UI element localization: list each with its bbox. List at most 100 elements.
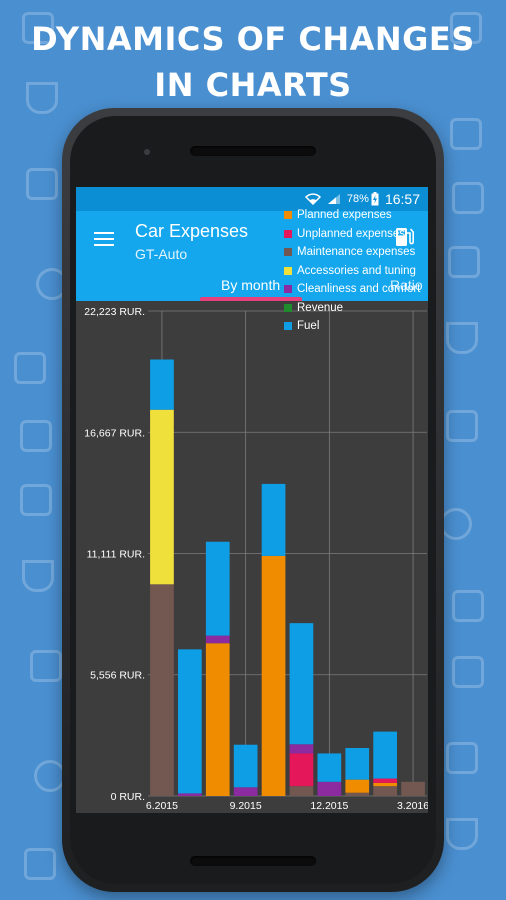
filter-icon (14, 352, 46, 384)
bar-segment (150, 409, 174, 585)
filter-icon (450, 118, 482, 150)
front-camera (144, 149, 150, 155)
canister-icon (26, 168, 58, 200)
bar-segment (289, 753, 314, 787)
signal-icon (327, 193, 341, 205)
truck-icon (446, 742, 478, 774)
legend-swatch (284, 211, 292, 220)
tab-bar: By month Ratio (76, 269, 428, 301)
bar-segment (205, 635, 230, 644)
bar-segment (261, 483, 286, 556)
y-tick-label: 11,111 RUR. (87, 549, 145, 561)
bar-segment (233, 744, 258, 788)
tab-ratio[interactable]: Ratio (390, 277, 423, 293)
bar-segment (373, 782, 398, 787)
gas-station-icon (20, 420, 52, 452)
legend-label: Maintenance expenses (297, 246, 416, 259)
battery-percent: 78% (346, 193, 369, 205)
bar-segment (345, 792, 370, 796)
legend-label: Revenue (297, 301, 344, 314)
x-tick-label: 3.2016 (397, 800, 428, 812)
app-subtitle: GT-Auto (135, 246, 188, 262)
legend-swatch (284, 248, 292, 257)
wifi-icon (304, 193, 321, 205)
bar-segment (289, 744, 314, 754)
promo-headline: DYNAMICS OF CHANGES IN CHARTS (0, 16, 506, 108)
y-tick-label: 16,667 RUR. (84, 427, 145, 439)
bar-segment (150, 584, 174, 796)
funnel-icon (446, 818, 478, 850)
bar-segment (373, 786, 398, 796)
y-tick-label: 5,556 RUR. (90, 670, 145, 682)
filter-icon (24, 848, 56, 880)
app-bar: Car Expenses GT-Auto By month Ratio (76, 211, 428, 301)
legend-label: Fuel (297, 320, 320, 333)
legend-swatch (284, 229, 292, 238)
funnel-icon (446, 322, 478, 354)
truck-icon (448, 246, 480, 278)
legend-item: Cleanliness and comfort (284, 280, 420, 299)
gas-station-icon (452, 182, 484, 214)
y-tick-label: 22,223 RUR. (84, 306, 145, 318)
x-tick-label: 9.2015 (230, 800, 262, 812)
car-icon (450, 12, 482, 44)
app-title: Car Expenses (135, 221, 249, 241)
legend-label: Planned expenses (297, 209, 392, 222)
bar-segment (289, 786, 314, 796)
status-bar: 78% 16:57 (76, 187, 428, 211)
bar-segment (345, 747, 370, 780)
funnel-icon (22, 560, 54, 592)
x-tick-label: 12.2015 (310, 800, 348, 812)
bar-segment (317, 781, 342, 796)
bar-segment (289, 623, 314, 745)
legend-item: Accessories and tuning (284, 262, 420, 281)
bottom-speaker (190, 856, 316, 866)
legend-swatch (284, 322, 292, 331)
legend-swatch (284, 266, 292, 275)
bar-segment (205, 643, 230, 796)
legend-item: Unplanned expenses (284, 225, 420, 244)
legend-label: Unplanned expenses (297, 227, 406, 240)
car-icon (22, 12, 54, 44)
bar-segment (205, 541, 230, 636)
hamburger-menu-icon[interactable] (94, 232, 114, 246)
legend-label: Cleanliness and comfort (297, 283, 421, 296)
active-tab-indicator (200, 297, 302, 301)
legend-item: Maintenance expenses (284, 243, 420, 262)
tab-by-month[interactable]: By month (221, 277, 281, 293)
monthly-expenses-chart: 0 RUR. 5,556 RUR. 11,111 RUR. 16,667 RUR. 22… (84, 306, 428, 812)
bar-segment (373, 731, 398, 779)
canister-icon (446, 410, 478, 442)
legend-swatch (284, 303, 292, 312)
bar-segment (150, 359, 174, 410)
funnel-icon (26, 82, 58, 114)
bar-segment (233, 787, 258, 796)
filter-icon (452, 590, 484, 622)
chart-legend: Planned expenses Unplanned expenses Mainte… (284, 206, 420, 336)
legend-item: Revenue (284, 299, 420, 318)
bar-segment (317, 753, 342, 782)
y-tick-label: 0 RUR. (111, 791, 145, 803)
canister-icon (30, 650, 62, 682)
gas-station-icon (452, 656, 484, 688)
bar-segment (177, 649, 202, 794)
bar-segment (373, 778, 398, 783)
legend-item: Fuel (284, 317, 420, 336)
bar-segment (345, 779, 370, 793)
legend-label: Accessories and tuning (297, 264, 416, 277)
clock: 16:57 (384, 191, 420, 207)
gear-icon (440, 508, 472, 540)
headline-line-2: IN CHARTS (154, 66, 352, 104)
truck-icon (20, 484, 52, 516)
phone-screen: 78% 16:57 Car Expenses GT-Auto By month … (76, 187, 428, 813)
bar-segment (177, 793, 202, 796)
battery-charging-icon (371, 192, 379, 206)
legend-item: Planned expenses (284, 206, 420, 225)
fuel-pump-icon[interactable] (394, 225, 416, 249)
bar-segment (401, 781, 425, 796)
bar-segment (261, 555, 286, 796)
headline-line-1: DYNAMICS OF CHANGES (31, 20, 475, 58)
x-tick-label: 6.2015 (146, 800, 178, 812)
legend-swatch (284, 285, 292, 294)
earpiece-speaker (190, 146, 316, 156)
